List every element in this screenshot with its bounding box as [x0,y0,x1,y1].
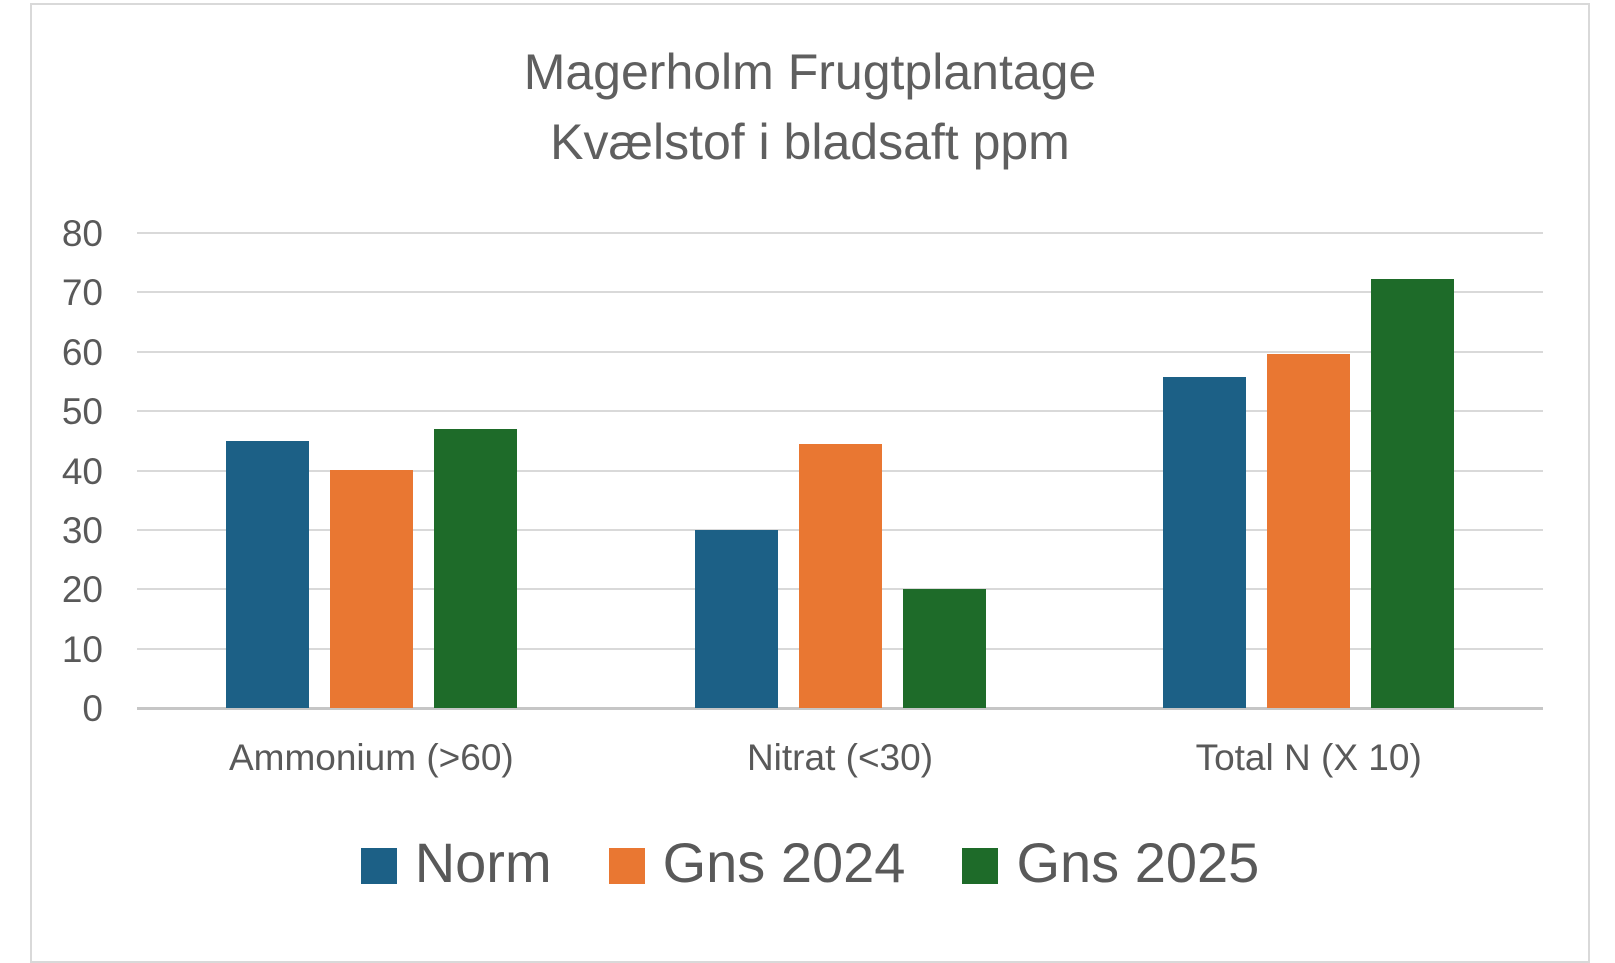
bar-gns-2025[interactable] [1371,279,1455,708]
y-tick-label-0: 0 [82,688,103,729]
legend-item-gns-2024[interactable]: Gns 2024 [608,831,906,894]
y-tick-label-50: 50 [61,391,103,432]
bar-gns-2025[interactable] [433,429,517,708]
y-tick-label-40: 40 [61,451,103,492]
chart-title-line-2: Kvælstof i bladsaft ppm [550,114,1070,170]
gridline-y-0 [137,707,1543,710]
chart-area[interactable]: Magerholm Frugtplantage Kvælstof i blads… [30,3,1590,963]
bar-group-2 [606,233,1075,708]
legend-label: Gns 2024 [662,831,906,894]
bar-groups [137,233,1543,708]
gridline-y-80 [137,232,1543,234]
y-tick-label-30: 30 [61,510,103,551]
y-tick-label-80: 80 [61,213,103,254]
bar-norm[interactable] [694,530,778,708]
y-tick-label-10: 10 [61,629,103,670]
y-tick-label-60: 60 [61,332,103,373]
legend-label: Gns 2025 [1016,831,1260,894]
bar-group-1 [137,233,606,708]
bar-gns-2025[interactable] [902,589,986,708]
legend-swatch-icon [962,848,999,884]
y-tick-label-70: 70 [61,272,103,313]
legend-swatch-icon [360,848,397,884]
legend-label: Norm [414,831,552,894]
chart-title: Magerholm Frugtplantage Kvælstof i blads… [32,37,1588,177]
x-category-label-1: Ammonium (>60) [228,737,514,778]
gridline-y-60 [137,351,1543,353]
legend-item-gns-2025[interactable]: Gns 2025 [962,833,1259,893]
gridline-y-70 [137,291,1543,293]
legend-item-norm[interactable]: Norm [360,831,552,894]
bar-norm[interactable] [225,441,309,708]
x-category-label-2: Nitrat (<30) [746,737,934,778]
legend-swatch-icon [608,848,645,884]
gridline-y-50 [137,410,1543,412]
x-axis-category-labels: Ammonium (>60) Nitrat (<30) Total N (X 10) [137,738,1543,778]
bar-gns-2024[interactable] [1267,354,1351,708]
bar-group-3 [1074,233,1543,708]
y-tick-label-20: 20 [61,569,103,610]
legend: Norm Gns 2024 Gns 2025 [32,833,1588,893]
bar-gns-2024[interactable] [329,470,413,708]
chart-title-line-1: Magerholm Frugtplantage [523,44,1097,100]
bar-gns-2024[interactable] [798,444,882,708]
bar-norm[interactable] [1163,377,1247,708]
plot-area [137,232,1543,710]
x-category-label-3: Total N (X 10) [1195,737,1422,778]
